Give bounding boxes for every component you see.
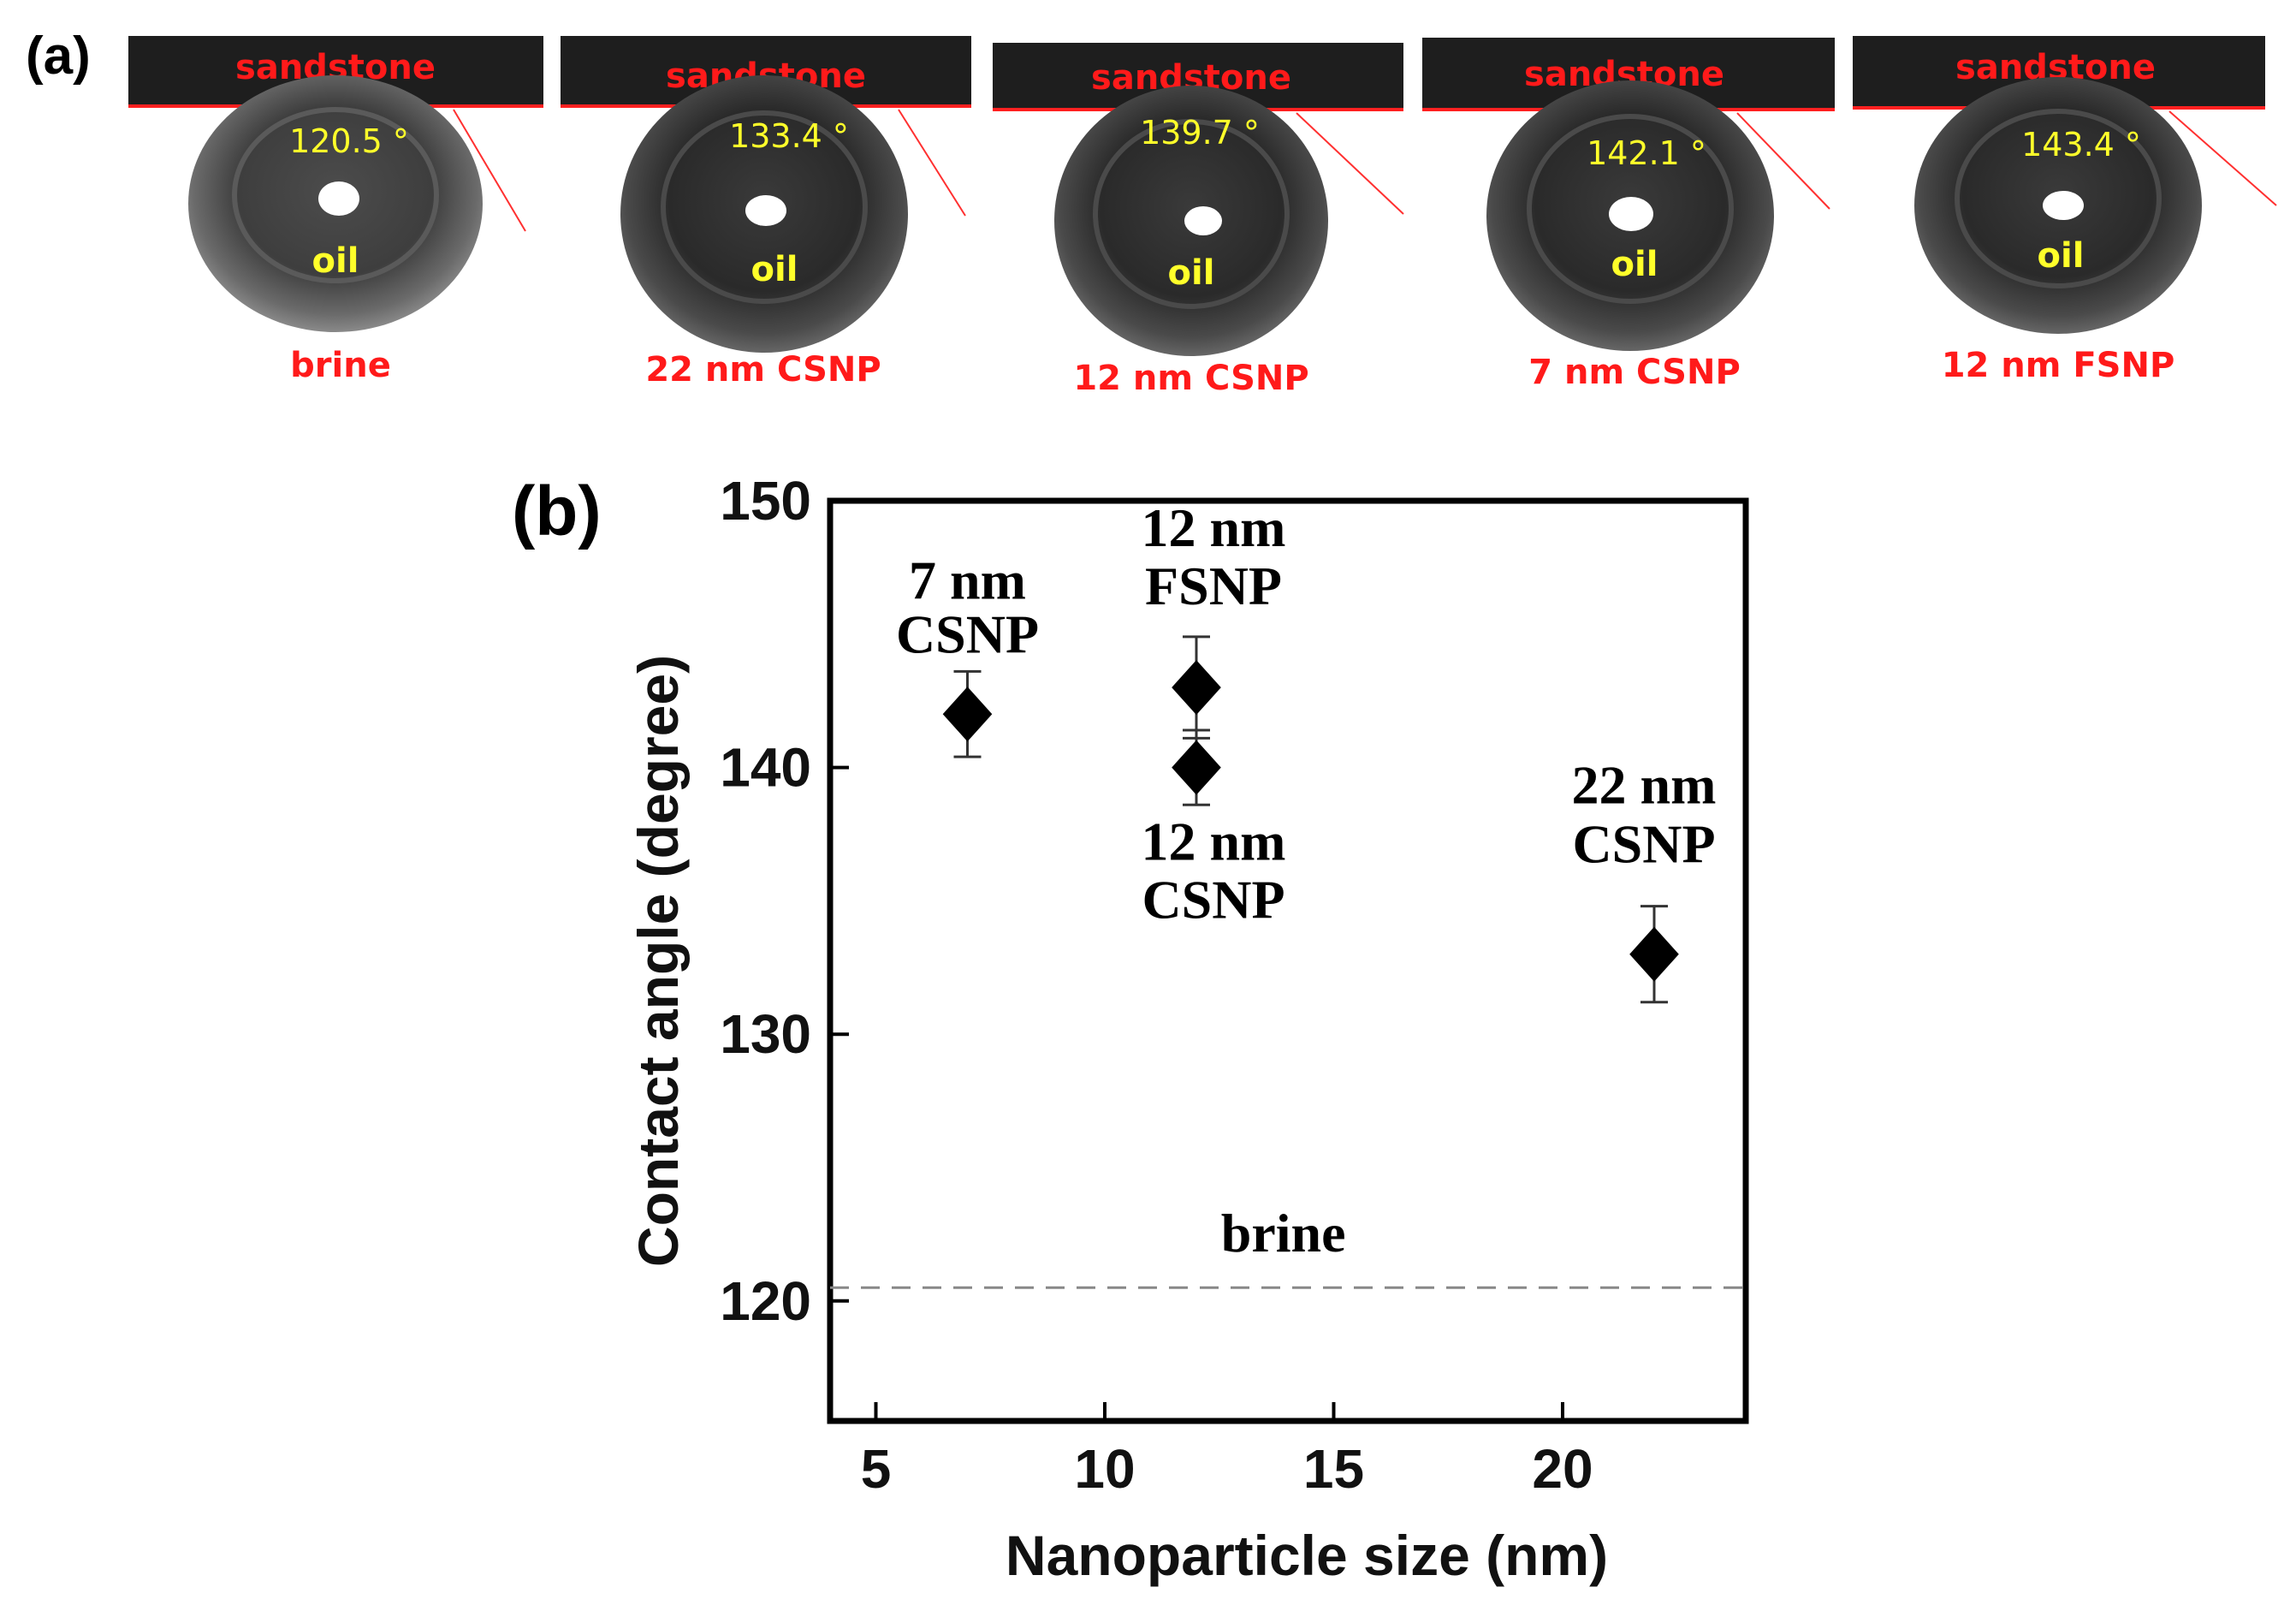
plot-frame: [827, 497, 1749, 1424]
tangent-line: [1296, 112, 1404, 215]
oil-label: oil: [751, 250, 798, 289]
angle-label: 120.5 °: [289, 122, 409, 160]
droplet-ring: [1093, 119, 1290, 309]
droplet-highlight: [745, 195, 786, 226]
tangent-line: [898, 109, 966, 217]
droplet-ring: [1527, 114, 1734, 304]
panel-a-label: (a): [26, 27, 91, 86]
condition-label: 7 nm CSNP: [1528, 353, 1741, 392]
y-tick-label: 150: [720, 470, 811, 532]
panel-b-label: (b): [512, 473, 602, 550]
point-annotation: 12 nm: [1142, 811, 1286, 872]
droplet-image-22nm-csnp: sandstone 133.4 ° oil 22 nm CSNP: [561, 36, 971, 389]
droplet-ring: [1955, 109, 2162, 288]
condition-label: 12 nm FSNP: [1942, 346, 2175, 385]
droplet-highlight: [1184, 206, 1222, 235]
y-tick-label: 120: [720, 1270, 811, 1332]
droplet-highlight: [2043, 191, 2084, 220]
droplet-image-12nm-fsnp: sandstone 143.4 ° oil 12 nm FSNP: [1853, 36, 2277, 385]
reference-layer: brine: [830, 1203, 1746, 1289]
x-tick-label: 5: [861, 1438, 892, 1500]
tangent-line: [1736, 112, 1830, 210]
angle-label: 139.7 °: [1140, 114, 1260, 152]
droplet-image-7nm-csnp: sandstone 142.1 ° oil 7 nm CSNP: [1422, 38, 1835, 392]
point-annotation: 22 nm: [1572, 755, 1717, 816]
angle-label: 142.1 °: [1587, 134, 1706, 172]
droplet-highlight: [318, 181, 359, 216]
point-annotation: CSNP: [1572, 814, 1715, 875]
droplet-image-brine: sandstone 120.5 ° oil brine: [128, 36, 543, 385]
data-point-22-nm-csnp: [1629, 926, 1679, 982]
droplet-highlight: [1609, 197, 1653, 231]
oil-label: oil: [312, 241, 359, 281]
droplet-image-12nm-csnp: sandstone 139.7 ° oil 12 nm CSNP: [993, 43, 1404, 398]
x-tick-label: 20: [1532, 1438, 1593, 1500]
oil-label: oil: [2038, 236, 2085, 276]
data-point-12-nm-fsnp: [1172, 660, 1221, 716]
tangent-line: [453, 109, 526, 232]
angle-label: 143.4 °: [2021, 126, 2141, 163]
y-tick-label: 130: [720, 1003, 811, 1065]
oil-label: oil: [1611, 245, 1658, 284]
data-point-7-nm-csnp: [942, 687, 993, 742]
y-axis-title: Contact angle (degree): [626, 655, 690, 1267]
point-annotation: CSNP: [1142, 870, 1284, 930]
point-annotation: FSNP: [1145, 556, 1282, 616]
condition-label: 22 nm CSNP: [645, 350, 881, 389]
tangent-line: [2168, 110, 2277, 206]
brine-label: brine: [1221, 1203, 1346, 1263]
droplet-ring: [232, 107, 439, 283]
x-tick-label: 15: [1303, 1438, 1364, 1500]
point-annotation: 7 nm: [909, 550, 1026, 610]
data-point-12-nm-csnp: [1172, 740, 1221, 795]
points-layer: [942, 635, 1679, 1004]
point-annotation: CSNP: [896, 603, 1039, 664]
condition-label: brine: [290, 346, 391, 385]
ticks-layer: 120 130 140 150 5 10 15 20: [720, 470, 1593, 1500]
oil-label: oil: [1168, 253, 1215, 293]
point-annotation: 12 nm: [1142, 497, 1286, 558]
x-axis-title: Nanoparticle size (nm): [1006, 1524, 1608, 1587]
condition-label: 12 nm CSNP: [1073, 359, 1308, 398]
angle-label: 133.4 °: [729, 117, 849, 155]
y-tick-label: 140: [720, 737, 811, 799]
x-tick-label: 10: [1074, 1438, 1135, 1500]
droplet-ring: [661, 110, 868, 304]
